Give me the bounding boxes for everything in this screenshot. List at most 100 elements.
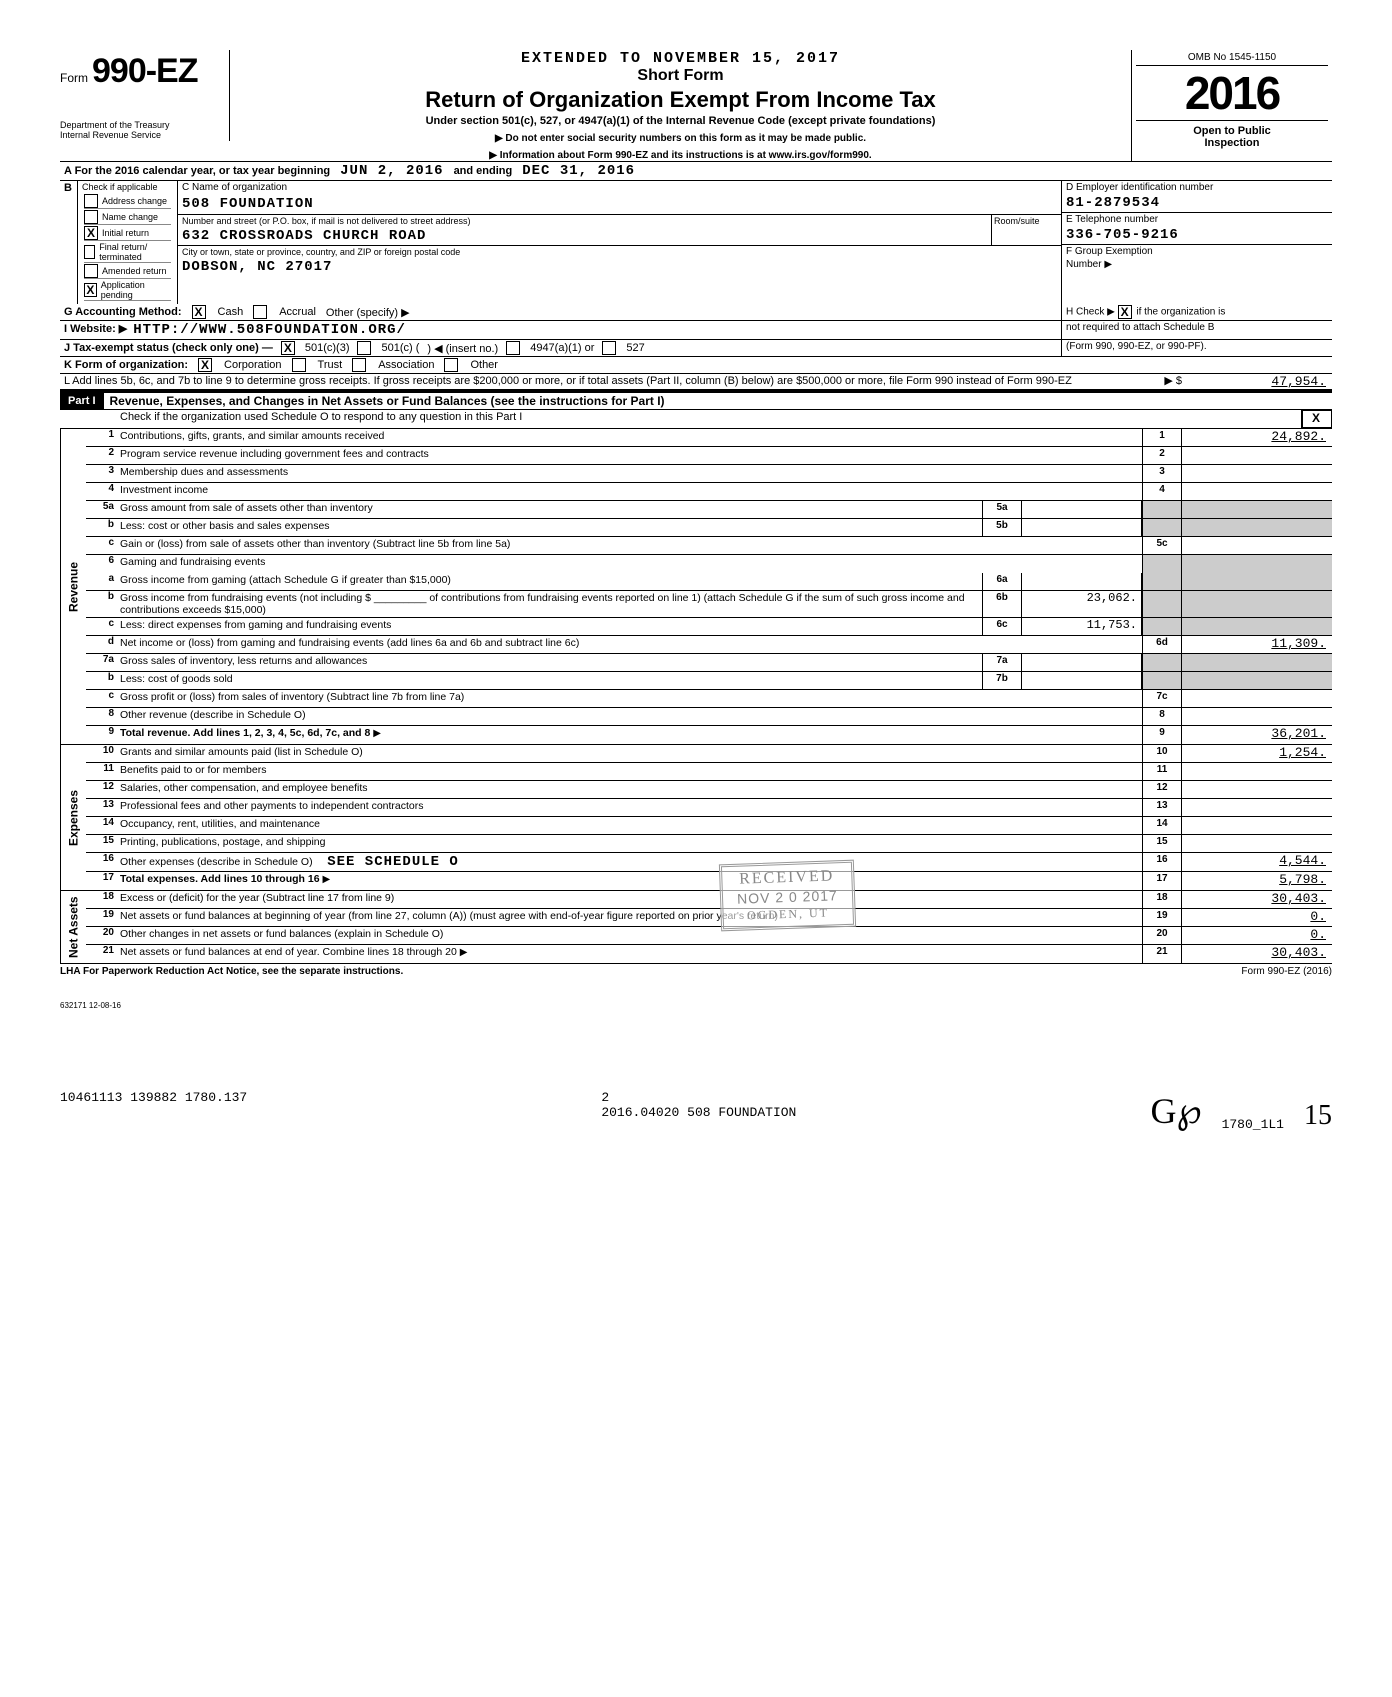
addr-label: Number and street (or P.O. box, if mail … [178,215,991,227]
j-label: J Tax-exempt status (check only one) — [64,342,273,354]
h-text3: (Form 990, 990-EZ, or 990-PF). [1062,340,1332,356]
g-label: G Accounting Method: [64,306,182,318]
l5a-desc: Gross amount from sale of assets other t… [120,501,982,518]
cb-501c3[interactable]: X [281,341,295,355]
l21-desc: Net assets or fund balances at end of ye… [120,946,457,958]
main-title: Return of Organization Exempt From Incom… [238,87,1123,113]
open-public-1: Open to Public [1136,125,1328,137]
label-e: E Telephone number [1062,213,1332,226]
other-org: Other [470,359,498,371]
final-return: Final return/ terminated [99,242,171,262]
city-label: City or town, state or province, country… [178,246,1061,258]
l21-val: 30,403. [1182,945,1332,963]
l6d-desc: Net income or (loss) from gaming and fun… [120,636,1142,653]
l9-tri: ▶ [373,728,381,739]
h-text: if the organization is [1136,307,1225,318]
cb-accrual[interactable] [253,305,267,319]
l6a-desc: Gross income from gaming (attach Schedul… [120,573,982,590]
l19-val: 0. [1182,909,1332,926]
title-cell: EXTENDED TO NOVEMBER 15, 2017 Short Form… [230,50,1132,161]
info-line: ▶ Information about Form 990-EZ and its … [238,150,1123,161]
l17-desc: Total expenses. Add lines 10 through 16 [120,873,320,885]
cb-assoc[interactable] [352,358,366,372]
extended-text: EXTENDED TO NOVEMBER 15, 2017 [238,50,1123,67]
527: 527 [626,342,644,354]
l1-desc: Contributions, gifts, grants, and simila… [120,429,1142,446]
assoc: Association [378,359,434,371]
and-ending: and ending [454,165,513,177]
501c: 501(c) ( [381,342,419,354]
line-k: K Form of organization: XCorporation Tru… [60,357,1332,374]
cb-527[interactable] [602,341,616,355]
501c3: 501(c)(3) [305,342,350,354]
cb-h[interactable]: X [1118,305,1132,319]
cb-name[interactable] [84,210,98,224]
lha-notice: LHA For Paperwork Reduction Act Notice, … [60,966,403,977]
header: Form 990-EZ Department of the Treasury I… [60,50,1332,162]
street: 632 CROSSROADS CHURCH ROAD [178,227,991,246]
l6b-desc: Gross income from fundraising events (no… [120,591,982,617]
l5b-desc: Less: cost or other basis and sales expe… [120,519,982,536]
l6d-val: 11,309. [1182,636,1332,653]
l-arrow: ▶ $ [1142,374,1182,389]
right-header: OMB No 1545-1150 2016 Open to Public Ins… [1132,50,1332,151]
website: HTTP://WWW.508FOUNDATION.ORG/ [133,322,406,338]
city: DOBSON, NC 27017 [178,258,1061,276]
label-d: D Employer identification number [1062,181,1332,194]
l4-val [1182,483,1332,500]
handwritten-initial: G℘ [1150,1090,1201,1132]
period-end: DEC 31, 2016 [522,163,635,179]
side-revenue: Revenue [60,429,86,744]
l-text: L Add lines 5b, 6c, and 7b to line 9 to … [64,375,1072,387]
line-a-label: A For the 2016 calendar year, or tax yea… [64,165,330,177]
l6-desc: Gaming and fundraising events [120,555,1142,573]
l2-desc: Program service revenue including govern… [120,447,1142,464]
cb-schedule-o[interactable]: X [1309,412,1323,426]
cb-4947[interactable] [506,341,520,355]
i-label: I Website: ▶ [64,322,127,338]
l20-val: 0. [1182,927,1332,944]
l11-desc: Benefits paid to or for members [120,763,1142,780]
ssn-warning: ▶ Do not enter social security numbers o… [238,133,1123,144]
part1-check: Check if the organization used Schedule … [60,410,1332,429]
cb-501c[interactable] [357,341,371,355]
l17-tri: ▶ [322,874,330,885]
4947a1: 4947(a)(1) or [530,342,594,354]
l10-val: 1,254. [1182,745,1332,762]
entity-block: B Check if applicable Address change Nam… [60,181,1332,304]
bottom-left: 10461113 139882 1780.137 [60,1090,247,1132]
form-number: 990-EZ [92,52,198,91]
cb-amended[interactable] [84,264,98,278]
l7c-desc: Gross profit or (loss) from sales of inv… [120,690,1142,707]
l2-val [1182,447,1332,464]
cb-final[interactable] [84,245,95,259]
cb-cash[interactable]: X [192,305,206,319]
l20-desc: Other changes in net assets or fund bala… [120,927,1142,944]
h-text2: not required to attach Schedule B [1062,321,1332,339]
cb-initial[interactable]: X [84,226,98,240]
footer: LHA For Paperwork Reduction Act Notice, … [60,966,1332,977]
short-form: Short Form [238,67,1123,85]
l12-desc: Salaries, other compensation, and employ… [120,781,1142,798]
cb-trust[interactable] [292,358,306,372]
l18-desc: Excess or (deficit) for the year (Subtra… [120,891,1142,908]
sub-title: Under section 501(c), 527, or 4947(a)(1)… [238,115,1123,127]
room-suite: Room/suite [991,215,1061,246]
cb-corp[interactable]: X [198,358,212,372]
revenue-section: Revenue 1Contributions, gifts, grants, a… [60,429,1332,745]
l15-val [1182,835,1332,852]
h-label: H Check ▶ [1066,307,1115,318]
handwritten-mark: 15 [1304,1100,1332,1132]
l12-val [1182,781,1332,798]
corp: Corporation [224,359,281,371]
group-num: Number ▶ [1062,258,1332,271]
cb-other[interactable] [444,358,458,372]
form-prefix: Form [60,71,88,85]
l16-val: 4,544. [1182,853,1332,871]
tax-year: 2016 [1136,66,1328,120]
cb-pending[interactable]: X [84,283,97,297]
line-g: G Accounting Method: XCash Accrual Other… [60,304,1332,321]
check-if-text: Check if applicable [82,182,173,192]
l6c-sv: 11,753. [1022,618,1142,635]
cb-addr[interactable] [84,194,98,208]
